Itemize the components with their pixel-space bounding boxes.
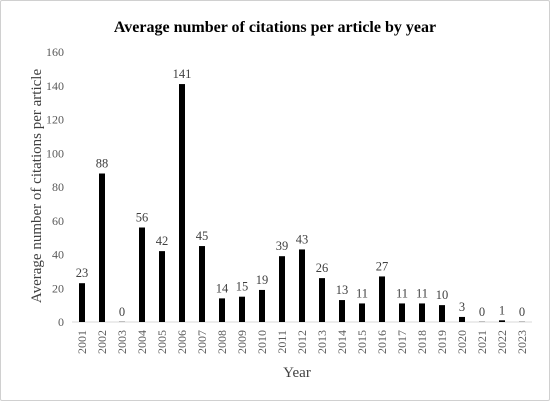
bar-2008: [219, 298, 225, 322]
data-label-2006: 141: [173, 67, 192, 81]
bar-2022: [499, 320, 505, 322]
bar-2019: [439, 305, 445, 322]
bar-2021: [479, 321, 485, 322]
x-axis-label: Year: [283, 365, 311, 381]
y-tick-label: 20: [52, 281, 64, 295]
x-tick-label-2001: 2001: [75, 330, 89, 354]
y-tick-label: 140: [46, 79, 64, 93]
data-label-2012: 43: [296, 232, 309, 246]
x-tick-label-2005: 2005: [155, 330, 169, 354]
bar-2013: [319, 278, 325, 322]
x-tick-label-2002: 2002: [95, 330, 109, 354]
bar-2005: [159, 251, 165, 322]
data-label-2003: 0: [119, 305, 125, 319]
bar-2004: [139, 227, 145, 322]
data-label-2009: 15: [236, 280, 249, 294]
bar-2018: [419, 303, 425, 322]
y-tick-label: 100: [46, 146, 64, 160]
bar-2010: [259, 289, 265, 322]
data-label-2007: 45: [196, 229, 209, 243]
x-tick-label-2016: 2016: [375, 330, 389, 354]
bars: [79, 84, 525, 322]
bar-2014: [339, 300, 345, 322]
bar-2007: [199, 246, 205, 322]
data-label-2020: 3: [459, 300, 465, 314]
y-axis-label: Average number of citations per article: [29, 69, 45, 304]
x-tick-label-2009: 2009: [235, 330, 249, 354]
y-tick-label: 160: [46, 45, 64, 59]
data-label-2016: 27: [376, 259, 389, 273]
data-label-2010: 19: [256, 273, 269, 287]
data-label-2021: 0: [479, 305, 485, 319]
bar-2003: [119, 321, 125, 322]
x-tick-label-2015: 2015: [355, 330, 369, 354]
x-tick-label-2003: 2003: [115, 330, 129, 354]
data-label-2004: 56: [136, 211, 149, 225]
bar-2011: [279, 256, 285, 322]
data-label-2008: 14: [216, 281, 229, 295]
x-tick-label-2014: 2014: [335, 330, 349, 354]
data-label-2019: 10: [436, 288, 449, 302]
x-tick-label-2022: 2022: [495, 330, 509, 354]
y-tick-label: 60: [52, 214, 64, 228]
bar-2016: [379, 276, 385, 322]
data-label-2002: 88: [96, 157, 109, 171]
x-tick-label-2010: 2010: [255, 330, 269, 354]
data-label-2011: 39: [276, 239, 289, 253]
bar-2001: [79, 283, 85, 322]
x-tick-label-2013: 2013: [315, 330, 329, 354]
x-tick-label-2018: 2018: [415, 330, 429, 354]
x-tick-label-2021: 2021: [475, 330, 489, 354]
data-label-2017: 11: [396, 286, 408, 300]
x-axis: 2001 2002 2003 2004 2005 2006 2007 2008 2009 2010…: [75, 330, 529, 354]
chart-title: Average number of citations per article …: [114, 19, 436, 36]
x-tick-label-2012: 2012: [295, 330, 309, 354]
x-tick-label-2020: 2020: [455, 330, 469, 354]
data-label-2005: 42: [156, 234, 169, 248]
bar-2006: [179, 84, 185, 322]
bar-2009: [239, 296, 245, 322]
x-tick-label-2008: 2008: [215, 330, 229, 354]
x-tick-label-2004: 2004: [135, 330, 149, 354]
data-label-2014: 13: [336, 283, 349, 297]
bar-2020: [459, 316, 465, 322]
data-label-2001: 23: [76, 266, 89, 280]
x-tick-label-2019: 2019: [435, 330, 449, 354]
x-tick-label-2007: 2007: [195, 330, 209, 354]
x-tick-label-2017: 2017: [395, 330, 409, 354]
bar-2002: [99, 173, 105, 322]
data-label-2015: 11: [356, 286, 368, 300]
y-axis: 0 20 40 60 80 100 120 140 160: [46, 45, 64, 329]
bar-2015: [359, 303, 365, 322]
x-tick-label-2006: 2006: [175, 330, 189, 354]
data-label-2018: 11: [416, 286, 428, 300]
y-tick-label: 120: [46, 113, 64, 127]
data-label-2022: 1: [499, 303, 505, 317]
data-label-2013: 26: [316, 261, 329, 275]
y-tick-label: 0: [58, 315, 64, 329]
bar-2023: [519, 321, 525, 322]
bar-2017: [399, 303, 405, 322]
bar-2012: [299, 249, 305, 322]
y-tick-label: 80: [52, 180, 64, 194]
y-tick-label: 40: [52, 248, 64, 262]
data-label-2023: 0: [519, 305, 525, 319]
x-tick-label-2011: 2011: [275, 330, 289, 354]
x-tick-label-2023: 2023: [515, 330, 529, 354]
